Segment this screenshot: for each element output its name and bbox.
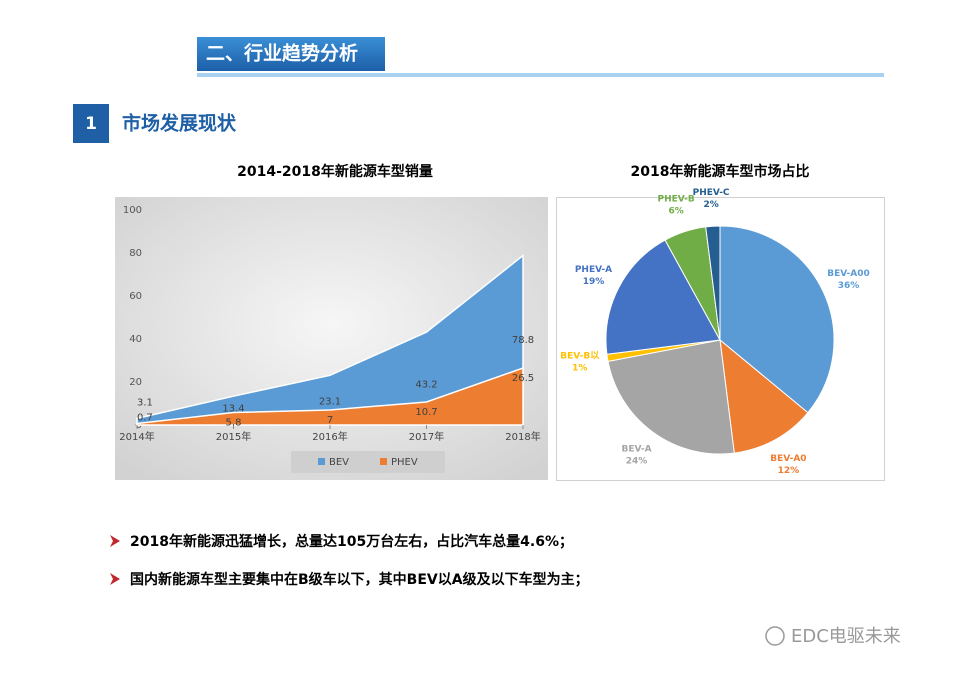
watermark-icon bbox=[765, 626, 785, 646]
legend-label: BEV bbox=[329, 457, 349, 468]
data-label: 7 bbox=[327, 415, 333, 426]
slice-value: 6% bbox=[668, 206, 683, 216]
data-label: 10.7 bbox=[415, 407, 437, 418]
slice-label: BEV-A bbox=[622, 444, 652, 454]
x-tick-label: 2015年 bbox=[216, 430, 251, 443]
x-tick-label: 2016年 bbox=[312, 430, 347, 443]
slice-value: 2% bbox=[703, 200, 718, 210]
section-number: 1 bbox=[85, 114, 97, 134]
section-title: 市场发展现状 bbox=[122, 112, 237, 135]
data-label: 78.8 bbox=[512, 335, 534, 346]
slice-label: PHEV-A bbox=[575, 265, 612, 275]
legend-swatch bbox=[380, 458, 387, 465]
area bbox=[136, 366, 524, 426]
x-tick-label: 2014年 bbox=[119, 430, 154, 443]
data-label: 26.5 bbox=[512, 373, 534, 384]
data-label: 23.1 bbox=[319, 396, 341, 407]
x-tick-label: 2017年 bbox=[409, 430, 444, 443]
slice-value: 36% bbox=[838, 281, 860, 291]
pie-slice bbox=[605, 239, 721, 355]
bullet-arrow bbox=[110, 535, 120, 547]
pie-slice bbox=[719, 225, 835, 414]
slice-label: BEV-A00 bbox=[827, 269, 870, 279]
data-label: 13.4 bbox=[222, 403, 244, 414]
header-rule bbox=[197, 73, 884, 77]
data-label: 43.2 bbox=[415, 380, 437, 391]
chart-title: 2018年新能源车型市场占比 bbox=[631, 163, 810, 180]
data-label: 5.8 bbox=[226, 418, 242, 429]
pie-slice bbox=[607, 339, 735, 455]
pie-slice bbox=[719, 338, 809, 454]
legend-label: PHEV bbox=[391, 457, 418, 468]
section-number-box bbox=[73, 104, 109, 143]
slice-label: BEV-B以 bbox=[560, 351, 599, 362]
pie-slice bbox=[705, 225, 721, 341]
watermark: EDC电驱未来 bbox=[791, 626, 901, 647]
y-tick-label: 100 bbox=[123, 205, 142, 216]
slice-value: 1% bbox=[572, 364, 587, 374]
data-label: 0.7 bbox=[137, 412, 153, 423]
data-label: 3.1 bbox=[137, 397, 153, 408]
bullet: 国内新能源车型主要集中在B级车以下，其中BEV以A级及以下车型为主； bbox=[130, 571, 589, 588]
header-title: 二、行业趋势分析 bbox=[206, 42, 358, 65]
slice-value: 19% bbox=[583, 277, 605, 287]
x-tick-label: 2018年 bbox=[505, 430, 540, 443]
slice-label: PHEV-C bbox=[693, 188, 730, 198]
slice-label: BEV-A0 bbox=[770, 454, 806, 464]
chart-title: 2014-2018年新能源车型销量 bbox=[237, 163, 433, 180]
slice-label: PHEV-B bbox=[658, 194, 695, 204]
bullet: 2018年新能源迅猛增长，总量达105万台左右，占比汽车总量4.6%； bbox=[130, 533, 573, 550]
legend-box bbox=[291, 451, 445, 473]
slice-value: 24% bbox=[626, 456, 648, 466]
header-box bbox=[197, 37, 385, 71]
legend-swatch bbox=[318, 458, 325, 465]
slice-value: 12% bbox=[778, 466, 800, 476]
bullet-arrow bbox=[110, 573, 120, 585]
